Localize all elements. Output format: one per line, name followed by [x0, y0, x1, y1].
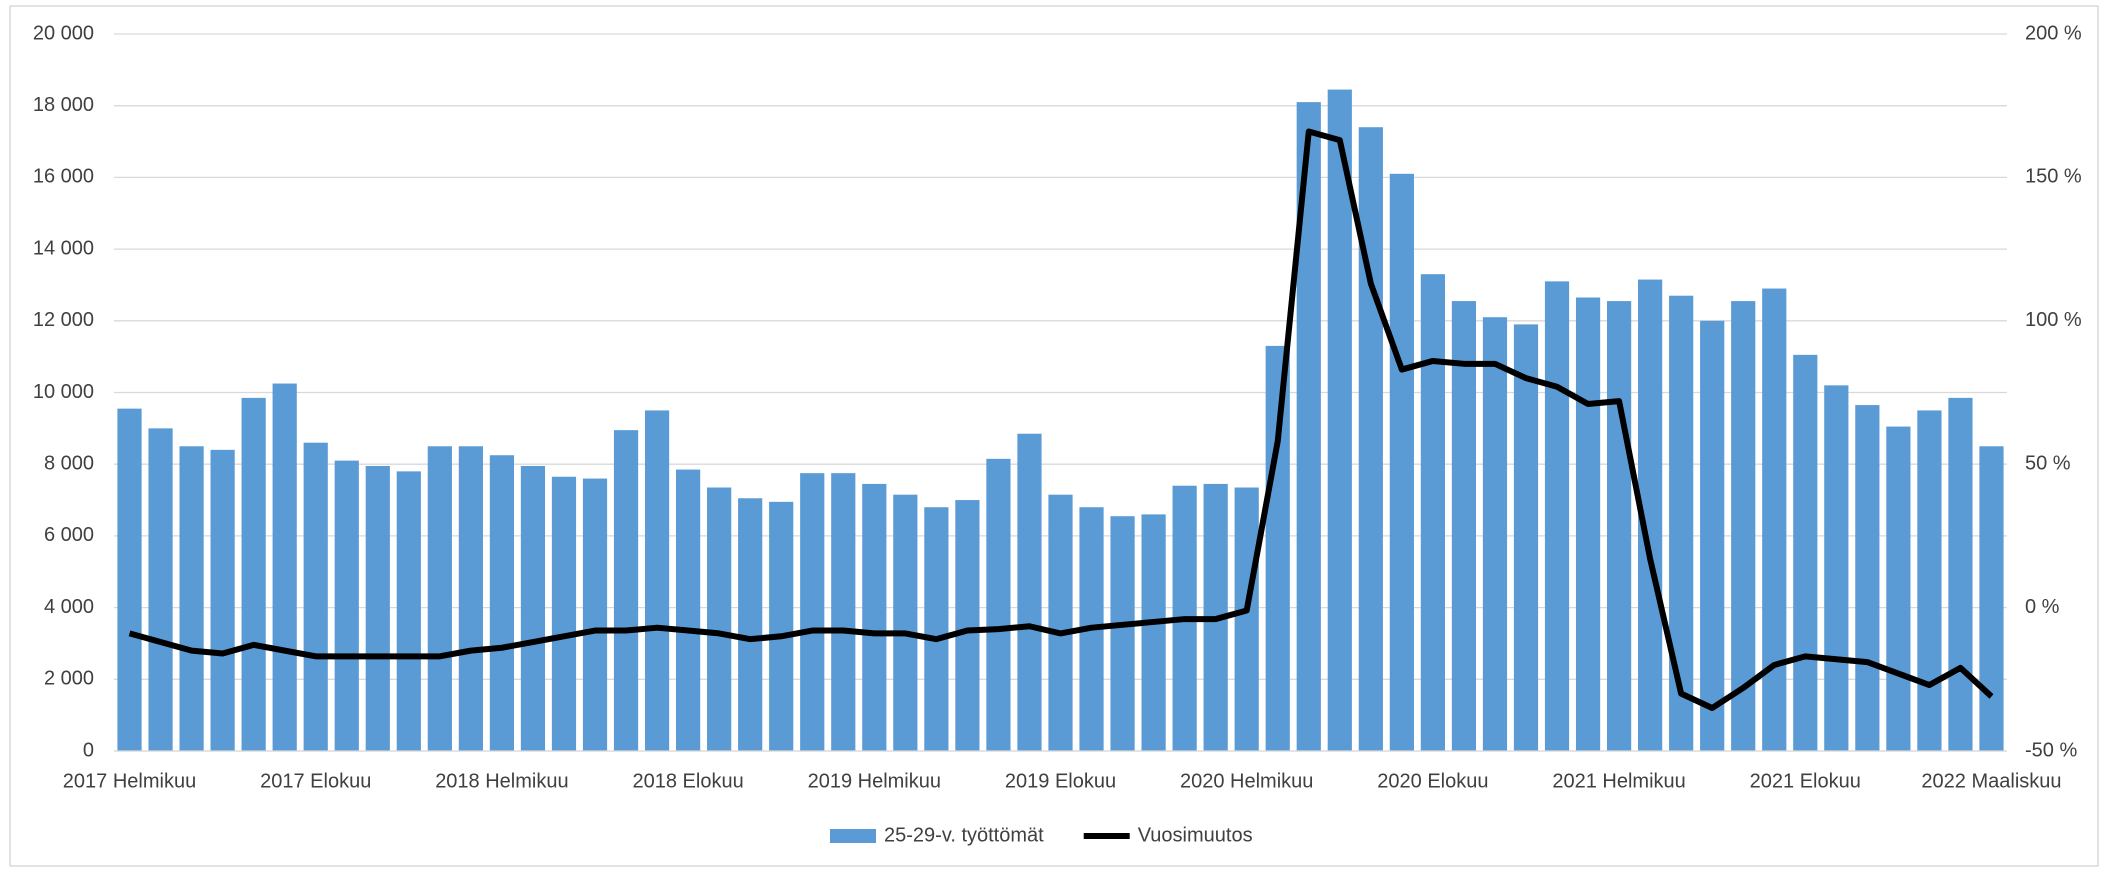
bar [1948, 397, 1973, 751]
bar [365, 465, 390, 751]
y2-tick-label: 100 % [2025, 309, 2082, 331]
bar [1358, 127, 1383, 751]
bar [613, 430, 639, 751]
x-tick-label: 2017 Helmikuu [63, 770, 196, 792]
bar [955, 500, 980, 751]
x-tick-label: 2022 Maaliskuu [1921, 770, 2061, 792]
x-tick-label: 2020 Elokuu [1377, 770, 1488, 792]
y2-tick-label: 150 % [2025, 166, 2082, 188]
bar [272, 383, 297, 751]
bar [769, 501, 794, 751]
bar [862, 483, 887, 751]
x-tick-label: 2019 Helmikuu [808, 770, 941, 792]
bar [117, 408, 142, 751]
bar [1451, 301, 1477, 751]
y-tick-label: 20 000 [33, 22, 94, 44]
bar [1824, 385, 1849, 751]
y-tick-label: 6 000 [44, 524, 94, 546]
bar [1606, 301, 1632, 751]
bar [520, 465, 546, 751]
bar [831, 473, 856, 751]
x-tick-label: 2021 Helmikuu [1552, 770, 1685, 792]
bar [148, 428, 173, 751]
x-tick-label: 2020 Helmikuu [1180, 770, 1313, 792]
bar [1110, 516, 1135, 751]
bar [1700, 320, 1725, 751]
bar [1234, 487, 1259, 751]
bar [924, 507, 949, 751]
y-tick-label: 4 000 [44, 596, 94, 618]
bar [1855, 405, 1880, 751]
x-tick-label: 2021 Elokuu [1750, 770, 1861, 792]
bar [1420, 274, 1445, 751]
bar [179, 446, 204, 751]
legend-swatch [830, 829, 876, 843]
y-tick-label: 2 000 [44, 668, 94, 690]
bar [303, 442, 328, 751]
bar [489, 455, 515, 751]
x-tick-label: 2018 Helmikuu [435, 770, 568, 792]
bar [551, 476, 577, 751]
y-tick-label: 16 000 [33, 166, 94, 188]
legend-label: Vuosimuutos [1138, 824, 1253, 846]
bar [1979, 446, 2004, 751]
bar [1482, 317, 1508, 751]
bar [1265, 345, 1290, 751]
bar [1917, 410, 1942, 751]
bar [334, 460, 359, 751]
bar [1544, 281, 1570, 751]
bar [241, 397, 266, 751]
line [128, 128, 1994, 711]
bar [893, 494, 918, 751]
bar [1513, 324, 1539, 751]
bar [427, 446, 452, 751]
bar [800, 473, 825, 751]
bar [738, 498, 763, 751]
y-tick-label: 0 [83, 739, 94, 761]
bar [458, 446, 483, 751]
x-tick-label: 2017 Elokuu [260, 770, 371, 792]
bar [1141, 514, 1166, 751]
y-tick-label: 10 000 [33, 381, 94, 403]
bar [644, 410, 670, 751]
y2-tick-label: 50 % [2025, 452, 2071, 474]
y-tick-label: 8 000 [44, 452, 94, 474]
bar [396, 471, 421, 751]
bar [1575, 297, 1601, 751]
bar [707, 487, 732, 751]
bar [1389, 173, 1414, 751]
x-tick-label: 2019 Elokuu [1005, 770, 1116, 792]
bar [1327, 89, 1352, 751]
y2-tick-label: 0 % [2025, 596, 2060, 618]
bar [1762, 288, 1787, 751]
bar [1669, 295, 1694, 751]
x-tick-label: 2018 Elokuu [633, 770, 744, 792]
y-tick-label: 12 000 [33, 309, 94, 331]
bar [582, 478, 608, 751]
legend-label: 25-29-v. työttömät [884, 824, 1044, 846]
bar [210, 449, 235, 751]
y-tick-label: 14 000 [33, 237, 94, 259]
bar [1793, 354, 1818, 751]
bar [676, 469, 701, 751]
y2-tick-label: -50 % [2025, 739, 2077, 761]
y-tick-label: 18 000 [33, 94, 94, 116]
y2-tick-label: 200 % [2025, 22, 2082, 44]
bar [1017, 433, 1042, 751]
bar [1048, 494, 1073, 751]
bar [1886, 426, 1911, 751]
bar [1731, 301, 1756, 751]
bar [986, 458, 1011, 751]
